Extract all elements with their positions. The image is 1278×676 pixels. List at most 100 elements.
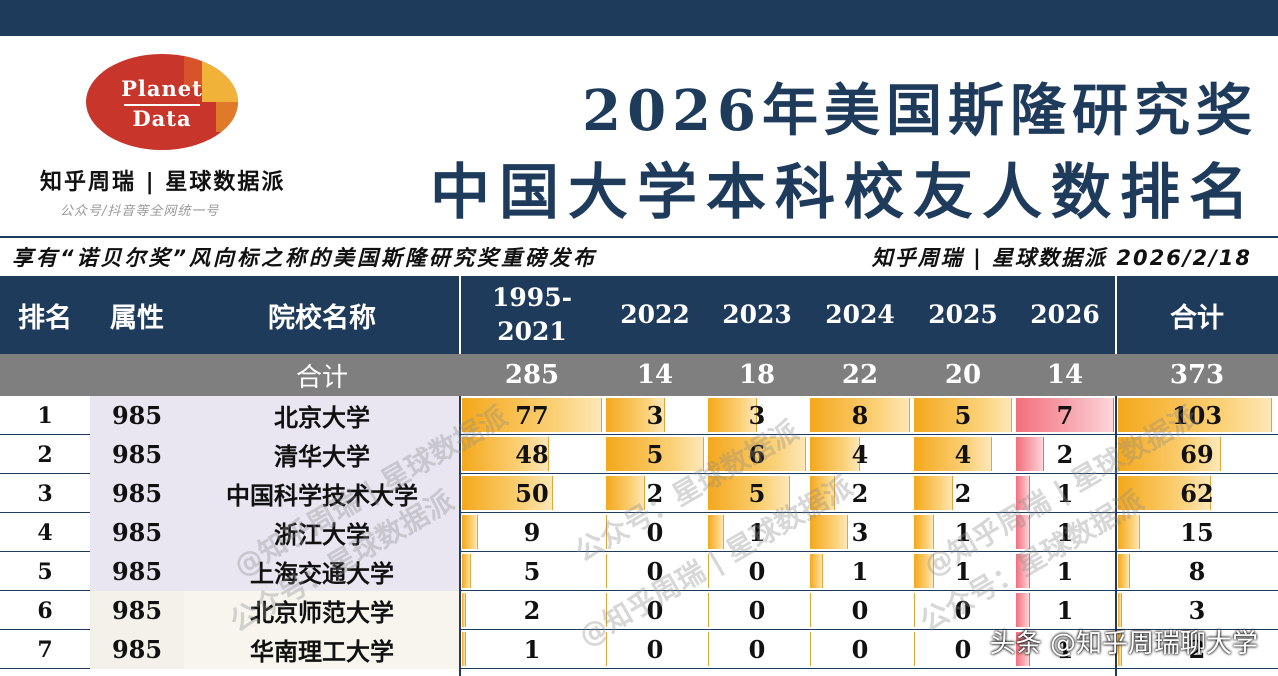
total-cell: 103 <box>1171 401 1223 430</box>
subtitle-left: 享有“诺贝尔奖”风向标之称的美国斯隆研究奖重磅发布 <box>12 246 598 270</box>
value-cell: 0 <box>646 518 664 547</box>
header-year-2026: 2026 <box>1030 300 1100 329</box>
value-cell: 4 <box>954 440 972 469</box>
attr-cell-bg <box>90 435 460 474</box>
total-cell: 62 <box>1180 479 1214 508</box>
value-cell: 2 <box>954 479 972 508</box>
attr-cell-bg <box>90 513 460 552</box>
school-name-cell: 浙江大学 <box>274 521 370 549</box>
value-bar <box>708 515 724 549</box>
value-cell: 9 <box>523 518 541 547</box>
school-name-cell: 中国科学技术大学 <box>226 482 418 510</box>
value-cell: 0 <box>748 596 766 625</box>
value-bar <box>810 632 811 666</box>
rank-cell: 4 <box>37 519 53 546</box>
value-bar <box>1016 554 1030 588</box>
total-bar <box>1118 632 1122 666</box>
total-2022: 14 <box>636 360 674 390</box>
value-cell: 2 <box>1056 440 1074 469</box>
value-cell: 0 <box>954 596 972 625</box>
value-cell: 5 <box>748 479 766 508</box>
attr-cell: 985 <box>111 440 163 469</box>
value-bar <box>810 437 860 471</box>
value-cell: 1 <box>1056 635 1074 664</box>
attr-cell-bg <box>90 474 460 513</box>
header-year-2025: 2025 <box>928 300 998 329</box>
header-year-1995-2021: 1995- 2021 <box>460 276 604 354</box>
value-bar <box>810 476 835 510</box>
table-row: 3 985 中国科学技术大学 50 2 5 2 2 1 62 <box>0 474 1278 513</box>
value-bar <box>708 593 709 627</box>
logo-globe-icon <box>86 54 238 150</box>
value-cell: 0 <box>954 635 972 664</box>
school-name-cell: 北京师范大学 <box>250 599 394 627</box>
value-cell: 1 <box>1056 557 1074 586</box>
table-row: 4 985 浙江大学 9 0 1 3 1 1 15 <box>0 513 1278 552</box>
value-bar <box>462 437 549 471</box>
value-bar <box>462 476 553 510</box>
value-bar <box>606 437 704 471</box>
header-year-2022: 2022 <box>620 300 690 329</box>
value-cell: 0 <box>851 635 869 664</box>
value-cell: 5 <box>523 557 541 586</box>
totals-row: 合计 285 14 18 22 20 14 373 <box>0 354 1278 396</box>
header-school-name: 院校名称 <box>268 302 376 334</box>
table-body: 1 985 北京大学 77 3 3 8 5 7 103 2 985 清华大学 48 5 6 4 4 2 69 3 985 中… <box>0 396 1278 669</box>
attr-cell: 985 <box>111 518 163 547</box>
table-header: 排名 属性 院校名称 1995- 2021 2022 2023 2024 202… <box>0 276 1278 432</box>
value-bar <box>606 398 665 432</box>
total-bar <box>1118 437 1221 471</box>
header-attr: 属性 <box>110 302 164 334</box>
logo-text-planet: Planet <box>121 76 203 101</box>
value-bar <box>914 437 992 471</box>
value-cell: 77 <box>515 401 549 430</box>
total-bar <box>1118 554 1130 588</box>
totals-label: 合计 <box>295 362 348 393</box>
school-name-cell: 上海交通大学 <box>250 560 394 588</box>
total-cell: 2 <box>1188 635 1206 664</box>
table-row: 7 985 华南理工大学 1 0 0 0 0 1 2 <box>0 630 1278 669</box>
value-bar <box>606 554 607 588</box>
table-row: 2 985 清华大学 48 5 6 4 4 2 69 <box>0 435 1278 474</box>
value-bar <box>606 476 645 510</box>
table-row: 5 985 上海交通大学 5 0 0 1 1 1 8 <box>0 552 1278 591</box>
rank-cell: 2 <box>37 441 53 468</box>
value-cell: 2 <box>851 479 869 508</box>
value-cell: 1 <box>1056 518 1074 547</box>
column-separator <box>459 396 461 676</box>
value-cell: 8 <box>851 401 869 430</box>
value-bar <box>708 632 709 666</box>
attr-cell-bg <box>90 591 184 630</box>
value-bar <box>914 554 934 588</box>
page-title-line1: 2026年美国斯隆研究奖 <box>582 78 1258 144</box>
value-cell: 0 <box>748 635 766 664</box>
total-bar <box>1118 476 1211 510</box>
value-cell: 1 <box>1056 479 1074 508</box>
value-bar <box>708 476 790 510</box>
value-cell: 6 <box>748 440 766 469</box>
value-bar <box>1016 437 1044 471</box>
rank-cell: 5 <box>37 558 53 585</box>
value-cell: 4 <box>851 440 869 469</box>
school-name-cell: 北京大学 <box>274 404 370 432</box>
value-bar <box>462 593 466 627</box>
value-bar <box>462 515 478 549</box>
value-bar <box>1016 398 1114 432</box>
value-bar <box>462 632 466 666</box>
value-cell: 5 <box>646 440 664 469</box>
value-bar <box>914 632 915 666</box>
total-bar <box>1118 593 1122 627</box>
value-bar <box>914 515 934 549</box>
value-bar <box>914 476 953 510</box>
value-bar <box>708 398 757 432</box>
rank-cell: 6 <box>37 597 53 624</box>
value-bar <box>462 554 471 588</box>
planet-data-logo: Planet Data <box>84 52 240 152</box>
value-bar <box>606 632 607 666</box>
value-bar <box>1016 476 1030 510</box>
value-bar <box>1016 593 1030 627</box>
value-cell: 7 <box>1056 401 1074 430</box>
value-cell: 3 <box>748 401 766 430</box>
value-cell: 0 <box>646 557 664 586</box>
value-bar <box>810 593 811 627</box>
